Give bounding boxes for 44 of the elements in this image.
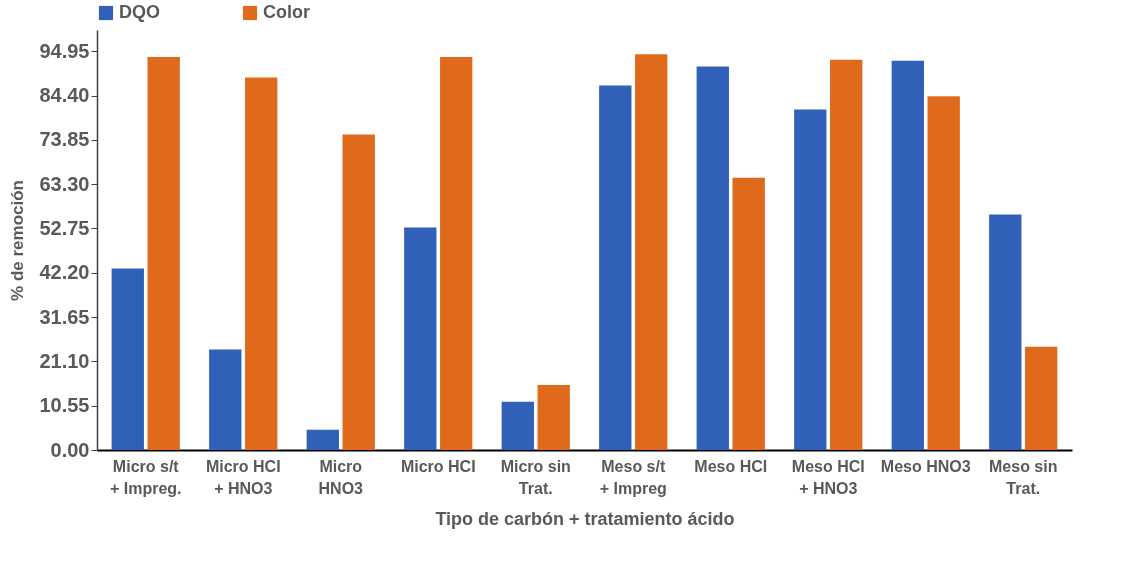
bar <box>732 177 765 450</box>
bar <box>830 59 863 450</box>
x-tick-label: Meso HNO3 <box>880 457 971 475</box>
x-tick-label: Meso HCI + HNO3 <box>791 457 865 497</box>
x-tick-label: Meso HCI <box>694 457 768 475</box>
y-tick-label: 42.20 <box>39 261 90 284</box>
x-tick-label: Micro HCI <box>400 457 476 475</box>
bar <box>306 429 339 450</box>
x-tick-label: Micro HNO3 <box>318 457 364 497</box>
bar <box>147 56 180 450</box>
bar <box>209 349 242 450</box>
bar <box>794 109 827 450</box>
y-tick-label: 52.75 <box>39 216 90 239</box>
legend-label: Color <box>263 2 310 22</box>
bar <box>635 54 668 450</box>
bar <box>501 401 534 450</box>
x-tick-label: Micro s/t + Impreg. <box>109 457 182 497</box>
bar <box>599 85 632 450</box>
y-tick-label: 73.85 <box>39 128 90 151</box>
bar <box>696 66 729 450</box>
bar <box>111 268 144 450</box>
bar <box>342 134 375 450</box>
y-axis-title: % de remoción <box>8 180 28 301</box>
y-tick-label: 31.65 <box>39 305 90 328</box>
x-tick-label: Meso sin Trat. <box>989 457 1058 497</box>
y-tick-label: 21.10 <box>39 349 90 372</box>
bar <box>927 96 960 450</box>
x-tick-label: Meso s/t + Impreg <box>599 457 667 497</box>
bar <box>1025 346 1058 450</box>
y-tick-label: 0.00 <box>50 438 90 461</box>
bar <box>440 56 473 450</box>
bar <box>404 227 437 450</box>
bar <box>989 214 1022 450</box>
x-tick-label: Micro HCI + HNO3 <box>205 457 281 497</box>
x-axis-title: Tipo de carbón + tratamiento ácido <box>435 508 735 529</box>
x-tick-label: Micro sin Trat. <box>500 457 571 497</box>
bar <box>537 384 570 450</box>
legend-label: DQO <box>119 2 161 22</box>
y-tick-label: 84.40 <box>39 84 90 107</box>
y-tick-label: 10.55 <box>39 394 90 417</box>
y-tick-label: 63.30 <box>39 172 90 195</box>
bar <box>891 60 924 450</box>
y-tick-label: 94.95 <box>39 39 90 62</box>
bar <box>245 77 278 450</box>
